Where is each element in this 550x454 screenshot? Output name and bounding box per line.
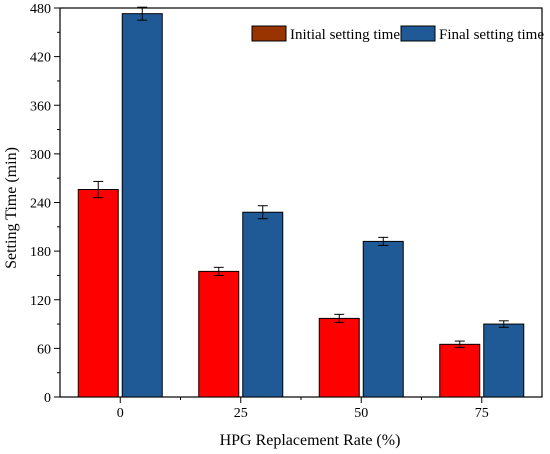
y-tick-label: 240: [30, 197, 51, 212]
plot-area: 0 60 120 180 240 300 360 420 480 0 25 50 75: [30, 2, 543, 421]
bar-initial-25: [198, 270, 240, 398]
y-axis-label: Setting Time (min): [3, 147, 20, 269]
legend-label-final: Final setting time: [439, 27, 544, 43]
bar-initial-75: [439, 343, 481, 398]
y-tick-label: 0: [44, 391, 51, 406]
legend: Initial setting time Final setting time: [251, 25, 544, 43]
y-tick-label: 120: [30, 294, 51, 309]
bar-final-25: [242, 211, 284, 398]
y-tick-label: 480: [30, 2, 51, 17]
y-tick-label: 60: [37, 342, 51, 357]
legend-swatch-initial: [251, 25, 287, 42]
y-tick-label: 420: [30, 51, 51, 66]
x-axis-label: HPG Replacement Rate (%): [220, 432, 401, 449]
legend-label-initial: Initial setting time: [290, 27, 400, 43]
legend-swatch-final: [400, 25, 436, 42]
x-tick-label: 25: [234, 406, 248, 421]
y-tick-label: 360: [30, 99, 51, 114]
x-tick-label: 50: [354, 406, 368, 421]
bar-initial-0: [77, 189, 119, 398]
y-tick-label: 180: [30, 245, 51, 260]
bar-final-50: [362, 240, 404, 398]
x-tick-label: 0: [117, 406, 124, 421]
y-tick-label: 300: [30, 148, 51, 163]
x-tick-label: 75: [475, 406, 489, 421]
bar-final-75: [483, 323, 525, 398]
bar-initial-50: [318, 317, 360, 398]
bar-final-0: [121, 13, 163, 398]
